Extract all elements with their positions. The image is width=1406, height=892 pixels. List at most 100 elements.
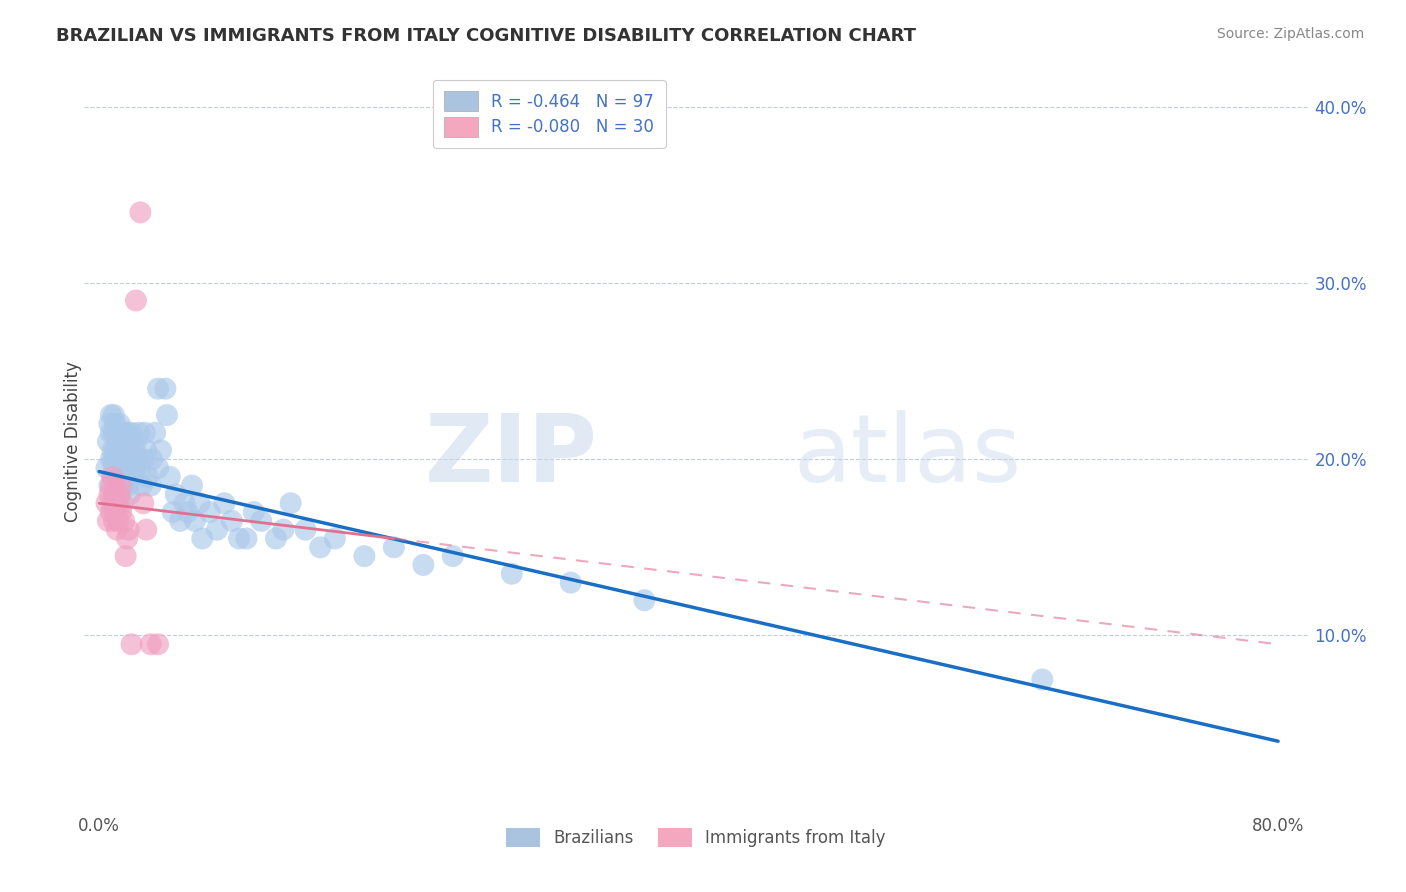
Point [101, 443, 124, 458]
Point [280, 496, 302, 510]
Point [110, 452, 132, 467]
Point [294, 523, 316, 537]
Point [98, 417, 121, 431]
Text: Source: ZipAtlas.com: Source: ZipAtlas.com [1216, 27, 1364, 41]
Point [124, 443, 146, 458]
Point [105, 470, 128, 484]
Point [108, 434, 131, 449]
Point [103, 514, 125, 528]
Point [146, 637, 169, 651]
Point [118, 434, 141, 449]
Legend: Brazilians, Immigrants from Italy: Brazilians, Immigrants from Italy [498, 819, 894, 855]
Point [243, 505, 266, 519]
Point [114, 549, 136, 563]
Point [103, 461, 125, 475]
Point [111, 496, 134, 510]
Point [139, 637, 162, 651]
Point [111, 434, 134, 449]
Point [115, 425, 138, 440]
Point [176, 505, 198, 519]
Point [441, 549, 464, 563]
Point [221, 514, 243, 528]
Point [125, 293, 148, 308]
Point [118, 487, 141, 501]
Point [121, 452, 143, 467]
Point [169, 514, 191, 528]
Point [156, 408, 179, 422]
Point [159, 470, 181, 484]
Point [110, 478, 132, 492]
Point [115, 532, 138, 546]
Point [633, 593, 655, 607]
Point [323, 532, 346, 546]
Point [98, 478, 121, 492]
Point [205, 523, 228, 537]
Point [110, 505, 132, 519]
Point [122, 470, 145, 484]
Point [96, 496, 118, 510]
Point [98, 487, 121, 501]
Point [114, 443, 136, 458]
Point [139, 478, 162, 492]
Point [155, 382, 177, 396]
Point [353, 549, 375, 563]
Point [100, 408, 122, 422]
Point [107, 425, 129, 440]
Point [132, 452, 155, 467]
Point [112, 425, 135, 440]
Point [134, 425, 156, 440]
Point [121, 425, 143, 440]
Point [235, 532, 257, 546]
Point [100, 505, 122, 519]
Point [121, 637, 143, 651]
Point [107, 443, 129, 458]
Point [117, 461, 139, 475]
Point [104, 417, 127, 431]
Point [141, 452, 163, 467]
Point [107, 496, 129, 510]
Point [96, 461, 118, 475]
Point [111, 461, 134, 475]
Point [108, 461, 131, 475]
Text: atlas: atlas [794, 410, 1022, 502]
Point [115, 452, 138, 467]
Y-axis label: Cognitive Disability: Cognitive Disability [65, 361, 82, 522]
Point [107, 514, 129, 528]
Point [101, 496, 124, 510]
Point [110, 425, 132, 440]
Point [104, 505, 127, 519]
Point [114, 470, 136, 484]
Point [250, 514, 273, 528]
Point [104, 478, 127, 492]
Point [104, 478, 127, 492]
Point [264, 532, 287, 546]
Point [105, 434, 128, 449]
Point [125, 434, 148, 449]
Point [103, 408, 125, 422]
Point [1031, 673, 1053, 687]
Point [103, 487, 125, 501]
Point [112, 478, 135, 492]
Point [150, 443, 173, 458]
Point [181, 478, 204, 492]
Point [132, 496, 155, 510]
Point [125, 461, 148, 475]
Point [135, 443, 157, 458]
Point [100, 478, 122, 492]
Point [228, 532, 250, 546]
Point [136, 470, 159, 484]
Point [162, 505, 184, 519]
Point [135, 523, 157, 537]
Point [100, 452, 122, 467]
Point [117, 523, 139, 537]
Point [309, 541, 332, 555]
Point [214, 496, 236, 510]
Text: BRAZILIAN VS IMMIGRANTS FROM ITALY COGNITIVE DISABILITY CORRELATION CHART: BRAZILIAN VS IMMIGRANTS FROM ITALY COGNI… [56, 27, 917, 45]
Point [107, 452, 129, 467]
Point [105, 523, 128, 537]
Point [501, 566, 523, 581]
Point [117, 478, 139, 492]
Point [112, 452, 135, 467]
Point [165, 487, 187, 501]
Point [112, 514, 135, 528]
